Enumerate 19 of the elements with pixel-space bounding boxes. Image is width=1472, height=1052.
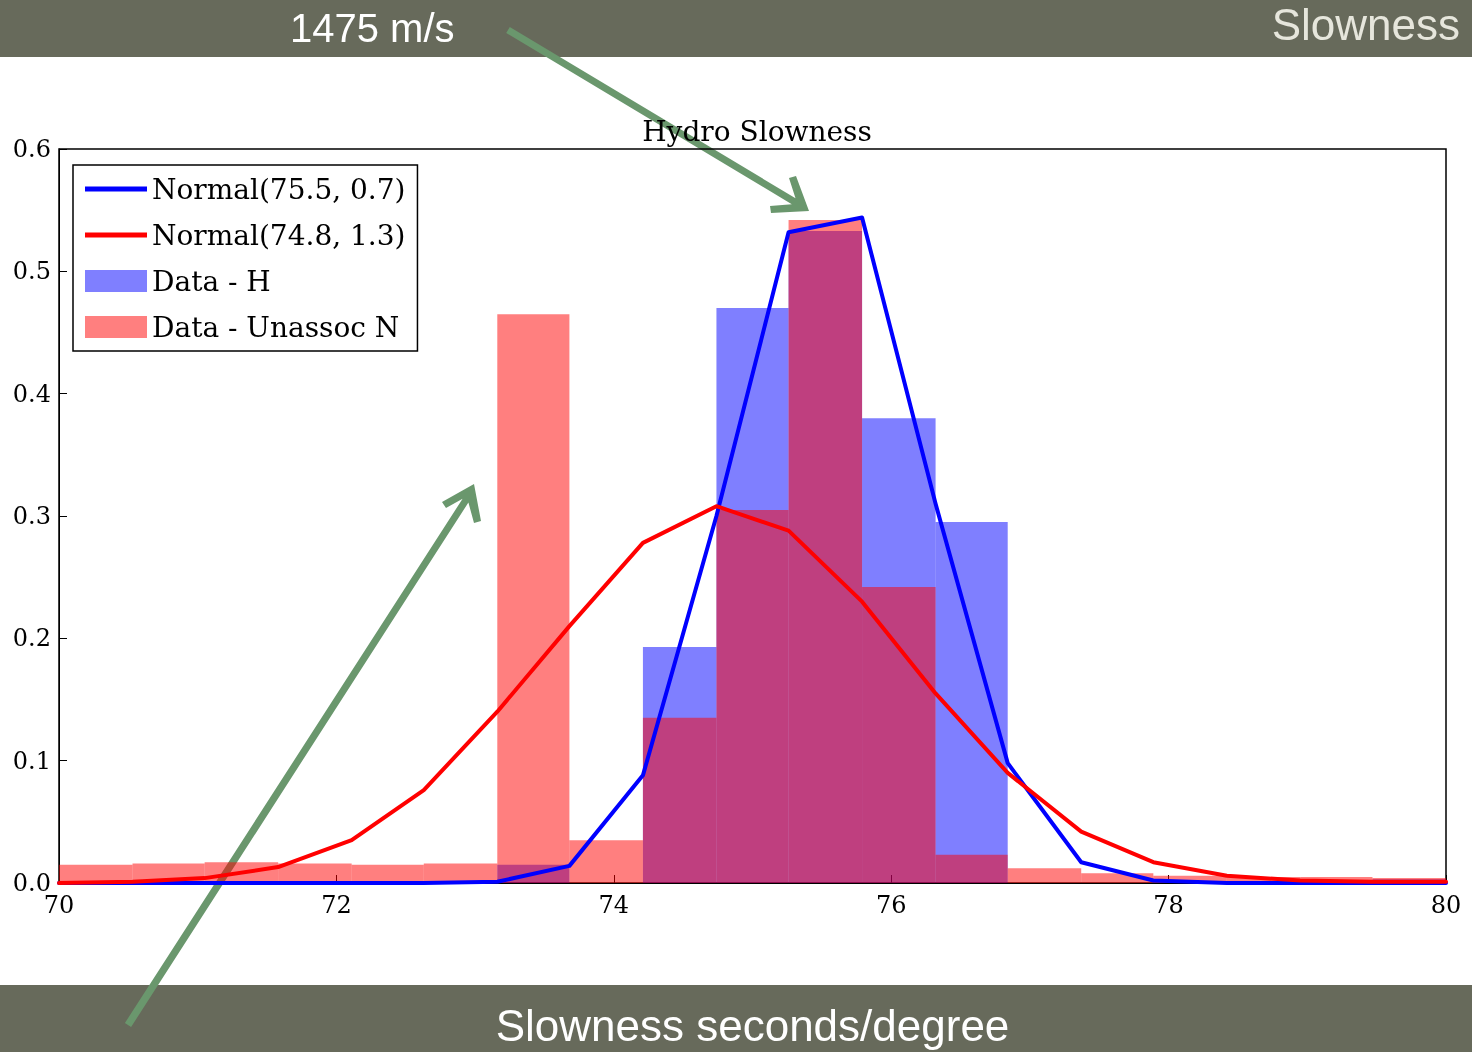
x-tick-label: 76 bbox=[875, 891, 907, 919]
y-tick-label: 0.3 bbox=[12, 502, 51, 530]
x-tick-label: 80 bbox=[1430, 891, 1462, 919]
x-tick-label: 70 bbox=[43, 891, 75, 919]
legend-label: Data - H bbox=[152, 264, 271, 298]
y-tick-label: 0.2 bbox=[12, 624, 51, 653]
x-axis-title: Slowness seconds/degree bbox=[495, 1000, 1010, 1050]
x-tick-label: 74 bbox=[598, 891, 630, 919]
x-tick-label: 72 bbox=[321, 891, 352, 919]
text: 1475 m/s bbox=[290, 6, 455, 50]
legend-label: Normal(75.5, 0.7) bbox=[152, 172, 406, 206]
y-tick-label: 0.1 bbox=[12, 746, 51, 775]
legend-label: Data - Unassoc N bbox=[152, 310, 400, 344]
y-tick-label: 0.6 bbox=[12, 135, 51, 163]
y-tick-label: 0.5 bbox=[12, 257, 51, 286]
legend-label: Normal(74.8, 1.3) bbox=[152, 218, 406, 252]
x-tick-label: 78 bbox=[1153, 891, 1184, 919]
y-tick-label: 0.4 bbox=[12, 379, 51, 408]
text: Slowness bbox=[1271, 0, 1460, 49]
